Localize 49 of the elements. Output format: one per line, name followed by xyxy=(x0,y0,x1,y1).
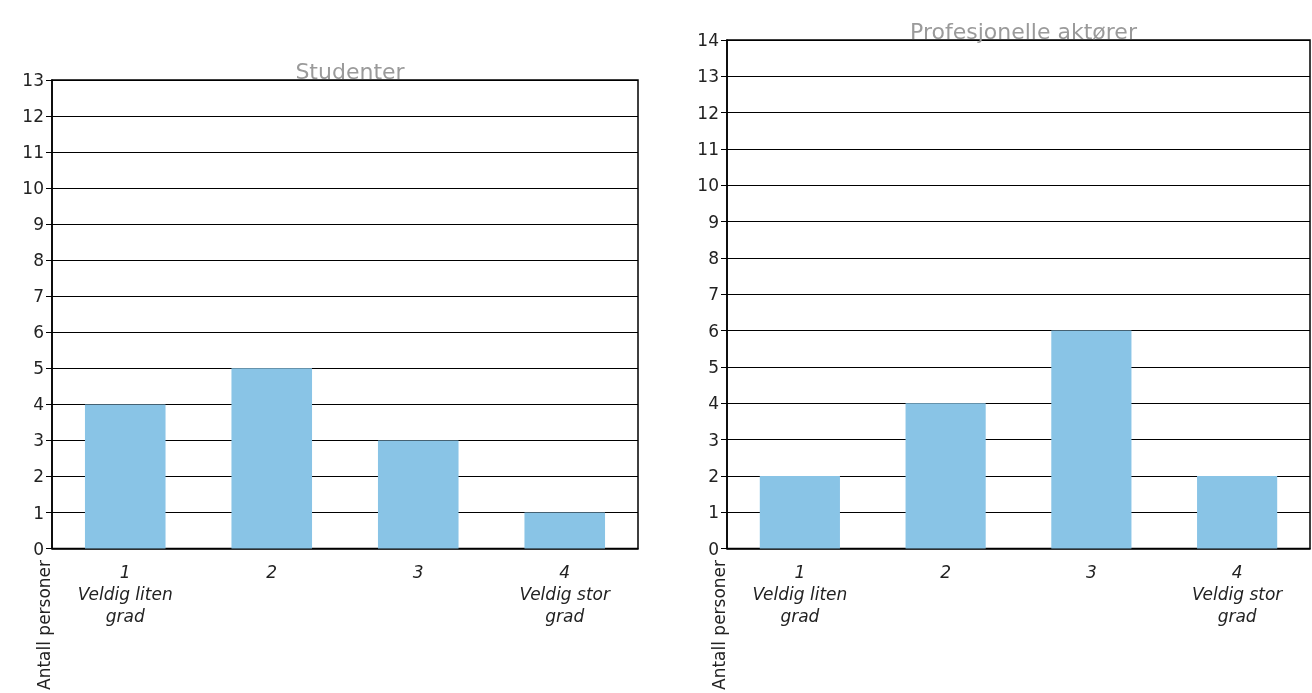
x-tick-label: 4 Veldig stor grad xyxy=(1191,561,1284,626)
y-tick-label: 11 xyxy=(22,142,44,163)
y-tick-label: 10 xyxy=(22,178,44,199)
y-tick-label: 0 xyxy=(708,538,719,559)
y-tick-label: 14 xyxy=(697,30,719,50)
y-tick-label: 11 xyxy=(697,138,719,159)
bar xyxy=(231,368,313,549)
y-tick-label: 7 xyxy=(33,286,44,307)
y-tick-label: 3 xyxy=(708,429,719,450)
y-tick-label: 6 xyxy=(708,320,719,341)
y-tick-label: 5 xyxy=(708,356,719,377)
y-tick-label: 7 xyxy=(708,284,719,305)
x-tick-label: 4 Veldig stor grad xyxy=(519,561,611,626)
y-tick-label: 4 xyxy=(708,393,719,414)
bar xyxy=(759,475,840,549)
bar xyxy=(905,403,986,549)
bar xyxy=(1197,475,1278,549)
y-tick-label: 8 xyxy=(708,247,719,268)
x-tick-label: 3 xyxy=(412,561,424,582)
y-tick-label: 0 xyxy=(33,538,44,559)
y-tick-label: 1 xyxy=(33,502,44,523)
y-tick-label: 12 xyxy=(697,102,719,123)
y-tick-label: 8 xyxy=(33,250,44,271)
y-tick-label: 3 xyxy=(33,430,44,451)
chart-title: Profesjonelle aktører xyxy=(910,18,1138,44)
y-tick-label: 9 xyxy=(33,214,44,235)
x-tick-label: 2 xyxy=(266,561,278,582)
x-tick-label: 1 Veldig liten grad xyxy=(77,561,173,626)
y-tick-label: 5 xyxy=(33,358,44,379)
bar xyxy=(1051,330,1132,549)
y-axis-title: Antall personer xyxy=(33,559,54,690)
y-tick-label: 10 xyxy=(697,175,719,196)
y-tick-label: 4 xyxy=(33,394,44,415)
y-tick-label: 6 xyxy=(33,322,44,343)
chart-title: Studenter xyxy=(295,58,406,84)
y-tick-label: 13 xyxy=(22,70,44,90)
y-axis-title: Antall personer xyxy=(708,559,729,690)
x-tick-label: 3 xyxy=(1085,561,1097,582)
y-tick-label: 13 xyxy=(697,66,719,87)
y-tick-label: 2 xyxy=(33,466,44,487)
y-tick-label: 9 xyxy=(708,211,719,232)
y-tick-label: 2 xyxy=(708,465,719,486)
y-tick-label: 1 xyxy=(708,502,719,523)
bar xyxy=(377,440,459,549)
bar xyxy=(84,404,166,549)
x-tick-label: 1 Veldig liten grad xyxy=(752,561,848,626)
x-tick-label: 2 xyxy=(940,561,952,582)
bar xyxy=(524,512,606,549)
y-tick-label: 12 xyxy=(22,106,44,127)
